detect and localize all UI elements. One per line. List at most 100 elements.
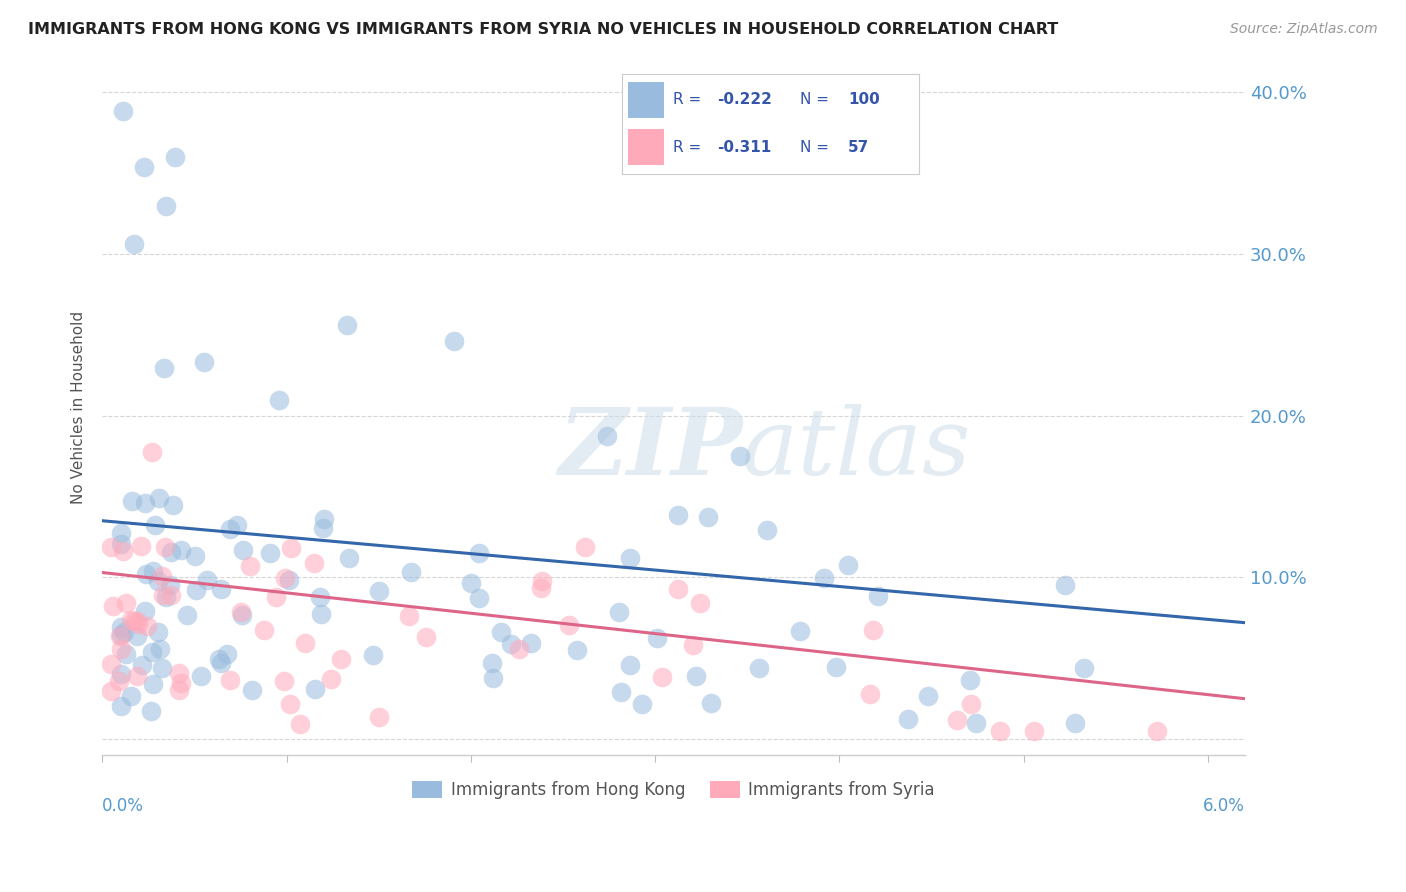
Point	[897, 712, 920, 726]
Point	[399, 565, 422, 579]
Point	[159, 588, 181, 602]
Point	[110, 525, 132, 540]
Point	[499, 637, 522, 651]
Point	[619, 551, 641, 566]
Point	[398, 609, 420, 624]
Point	[141, 645, 163, 659]
Point	[122, 237, 145, 252]
Point	[651, 670, 673, 684]
Point	[1022, 724, 1045, 739]
Point	[415, 630, 437, 644]
Point	[150, 569, 173, 583]
Point	[312, 521, 335, 535]
Point	[165, 150, 187, 164]
Point	[309, 590, 332, 604]
Point	[959, 673, 981, 687]
Point	[697, 510, 720, 524]
Point	[1054, 578, 1077, 592]
Y-axis label: No Vehicles in Household: No Vehicles in Household	[72, 311, 86, 504]
Point	[127, 616, 149, 631]
Point	[115, 647, 138, 661]
Point	[481, 656, 503, 670]
Point	[100, 540, 122, 554]
Point	[336, 318, 359, 332]
Point	[945, 713, 967, 727]
Point	[121, 494, 143, 508]
Point	[195, 573, 218, 587]
Point	[110, 641, 132, 656]
Point	[813, 571, 835, 585]
Point	[558, 617, 581, 632]
Point	[112, 543, 135, 558]
Point	[134, 160, 156, 174]
Point	[114, 596, 136, 610]
Point	[666, 508, 689, 523]
Point	[699, 696, 721, 710]
Point	[159, 577, 181, 591]
Point	[337, 551, 360, 566]
Point	[219, 523, 242, 537]
Point	[152, 588, 174, 602]
Point	[361, 648, 384, 662]
Point	[631, 697, 654, 711]
Point	[226, 517, 249, 532]
Point	[231, 608, 253, 623]
Point	[110, 629, 132, 643]
Point	[253, 623, 276, 637]
Legend: Immigrants from Hong Kong, Immigrants from Syria: Immigrants from Hong Kong, Immigrants fr…	[405, 774, 942, 806]
Point	[685, 669, 707, 683]
Point	[149, 641, 172, 656]
Point	[101, 599, 124, 613]
Point	[917, 689, 939, 703]
Point	[1073, 661, 1095, 675]
Text: 6.0%: 6.0%	[1204, 797, 1244, 815]
Point	[125, 615, 148, 629]
Point	[125, 629, 148, 643]
Point	[131, 539, 153, 553]
Point	[330, 652, 353, 666]
Point	[231, 605, 253, 619]
Point	[110, 699, 132, 714]
Point	[112, 625, 135, 640]
Point	[304, 682, 326, 697]
Point	[264, 590, 287, 604]
Point	[682, 638, 704, 652]
Point	[1146, 724, 1168, 739]
Point	[666, 582, 689, 597]
Point	[141, 444, 163, 458]
Point	[169, 543, 191, 558]
Point	[960, 697, 983, 711]
Point	[145, 517, 167, 532]
Point	[294, 636, 316, 650]
Point	[491, 624, 513, 639]
Point	[280, 541, 302, 555]
Point	[110, 537, 132, 551]
Point	[167, 683, 190, 698]
Point	[274, 570, 297, 584]
Point	[134, 496, 156, 510]
Point	[209, 582, 232, 597]
Point	[162, 498, 184, 512]
Point	[520, 636, 543, 650]
Point	[100, 657, 122, 671]
Point	[443, 334, 465, 348]
Point	[988, 724, 1011, 739]
Point	[278, 698, 301, 712]
Point	[240, 682, 263, 697]
Text: Source: ZipAtlas.com: Source: ZipAtlas.com	[1230, 22, 1378, 37]
Point	[131, 657, 153, 672]
Point	[134, 604, 156, 618]
Point	[574, 540, 596, 554]
Point	[866, 589, 889, 603]
Text: IMMIGRANTS FROM HONG KONG VS IMMIGRANTS FROM SYRIA NO VEHICLES IN HOUSEHOLD CORR: IMMIGRANTS FROM HONG KONG VS IMMIGRANTS …	[28, 22, 1059, 37]
Point	[124, 614, 146, 628]
Point	[100, 684, 122, 698]
Point	[309, 607, 332, 622]
Point	[184, 549, 207, 564]
Point	[125, 668, 148, 682]
Point	[619, 658, 641, 673]
Point	[108, 674, 131, 689]
Point	[367, 584, 389, 599]
Point	[193, 355, 215, 369]
Point	[136, 618, 159, 632]
